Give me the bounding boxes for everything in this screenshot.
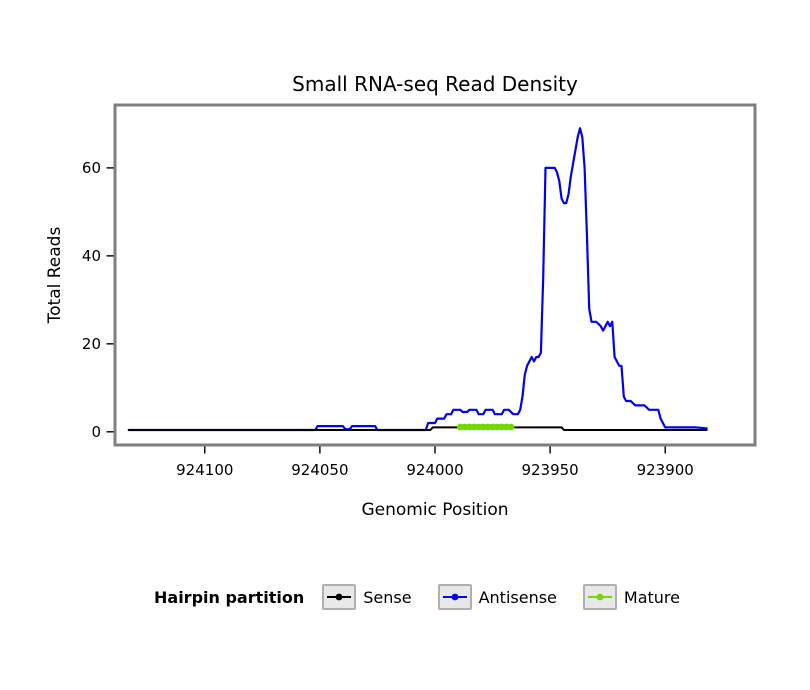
series-line-antisense xyxy=(127,127,708,432)
series-point-mature xyxy=(484,423,492,431)
legend-label-mature: Mature xyxy=(623,587,680,607)
sense-line-point-glyph xyxy=(327,593,352,601)
chart-title: Small RNA-seq Read Density xyxy=(292,72,578,96)
y-tick-label: 20 xyxy=(82,335,101,353)
panel-border xyxy=(113,103,757,447)
legend-item-antisense: Antisense xyxy=(437,584,557,610)
antisense-key-icon xyxy=(437,584,472,610)
plot-area: 924100 924050 924000 923950 923900 0 20 40 60 xyxy=(82,103,757,479)
x-tick-label: 924100 xyxy=(176,461,233,479)
series-point-mature xyxy=(507,423,515,431)
legend-item-sense: Sense xyxy=(322,584,412,610)
legend-label-antisense: Antisense xyxy=(478,587,557,607)
legend-title: Hairpin partition xyxy=(154,587,305,607)
x-tick-label: 924000 xyxy=(406,461,463,479)
x-tick-label: 923950 xyxy=(521,461,578,479)
legend: Hairpin partition Sense Antisense xyxy=(0,584,810,610)
mature-key-icon xyxy=(582,584,617,610)
mature-line-point-glyph xyxy=(587,593,612,601)
antisense-line-point-glyph xyxy=(442,593,467,601)
x-axis-label: Genomic Position xyxy=(361,500,509,520)
sense-key-icon xyxy=(322,584,357,610)
legend-item-mature: Mature xyxy=(582,584,680,610)
y-tick-label: 60 xyxy=(82,159,101,177)
y-tick-label: 0 xyxy=(91,423,101,441)
legend-label-sense: Sense xyxy=(363,587,412,607)
x-tick-label: 923900 xyxy=(637,461,694,479)
x-tick-label: 924050 xyxy=(291,461,348,479)
y-tick-label: 40 xyxy=(82,247,101,265)
